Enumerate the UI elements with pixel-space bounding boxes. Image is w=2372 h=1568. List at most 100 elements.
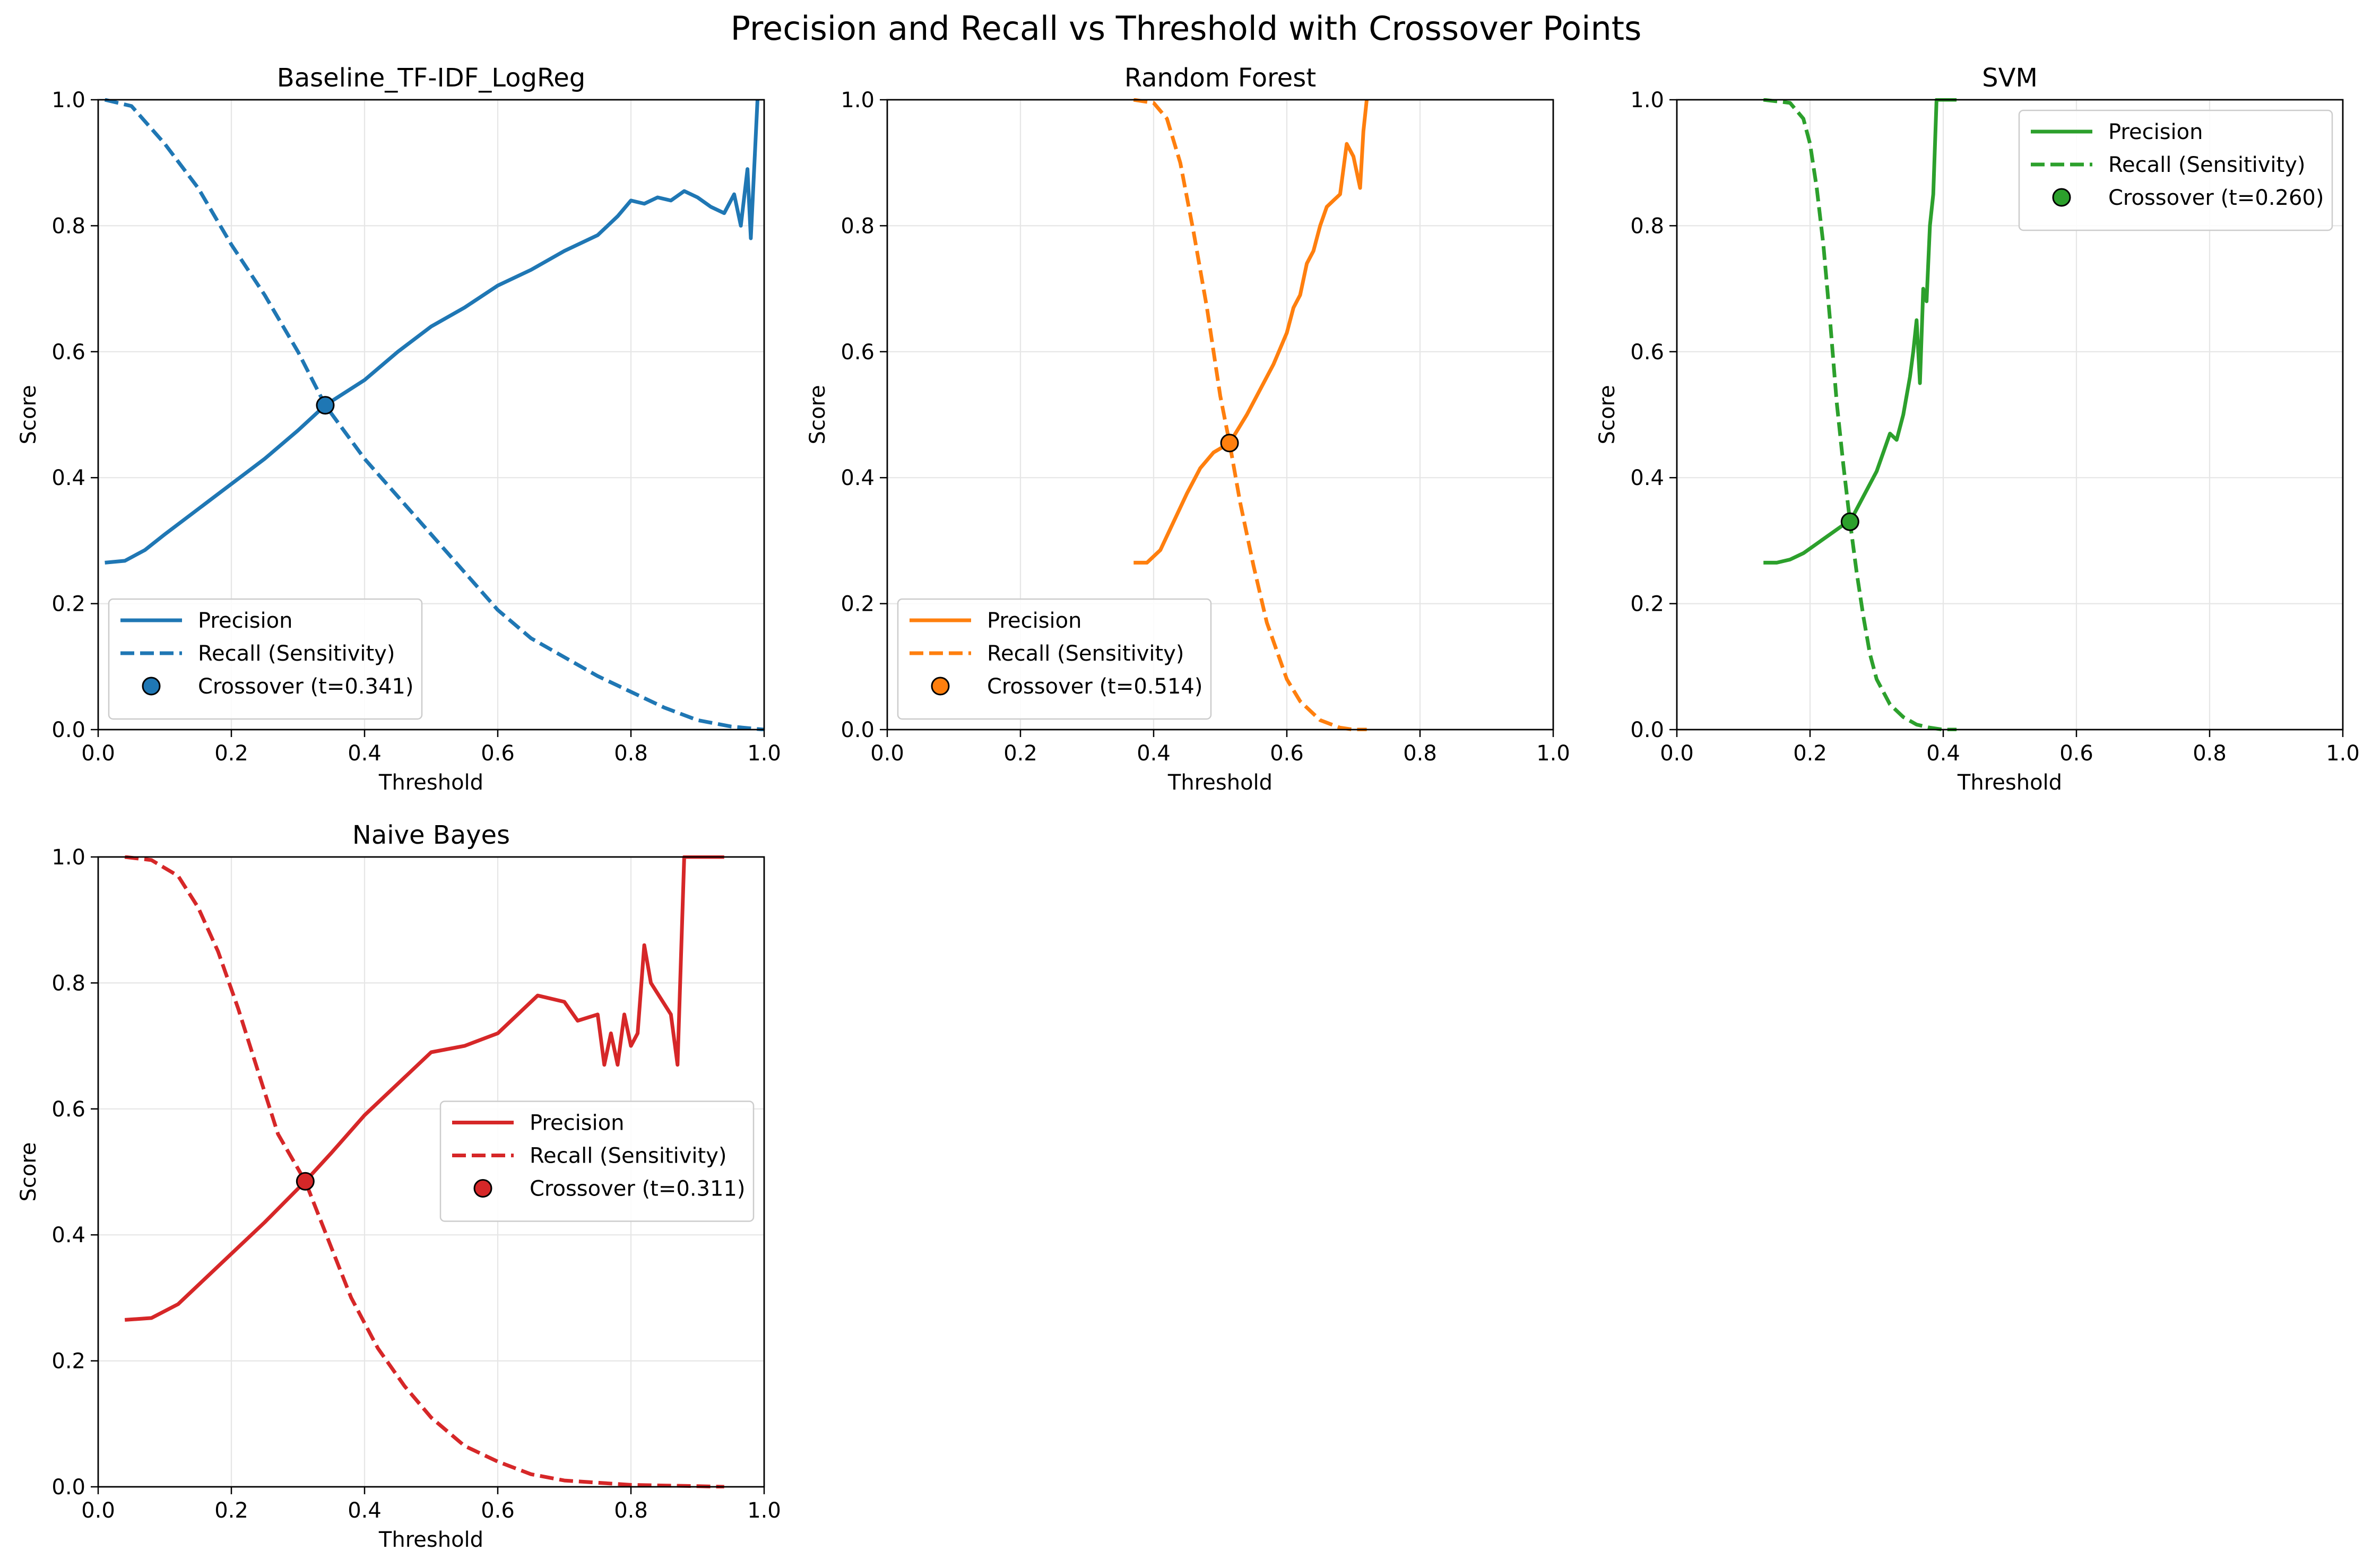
x-tick-label: 0.0 (870, 741, 904, 766)
legend: Precision Recall (Sensitivity) Crossover (… (2018, 109, 2333, 231)
legend: Precision Recall (Sensitivity) Crossover (… (108, 598, 423, 720)
x-tick-label: 0.8 (614, 741, 648, 766)
x-tick-label: 1.0 (747, 1498, 781, 1523)
x-tick-label: 0.6 (1270, 741, 1304, 766)
y-tick-label: 0.2 (51, 1349, 85, 1374)
y-tick-label: 0.0 (51, 1475, 85, 1500)
legend: Precision Recall (Sensitivity) Crossover (… (897, 598, 1212, 720)
recall-legend-label: Recall (Sensitivity) (2108, 153, 2306, 177)
precision-line (1133, 99, 1369, 565)
crossover-legend-marker (2052, 188, 2071, 207)
series-group (1763, 98, 1957, 731)
y-tick-label: 0.2 (841, 592, 875, 617)
precision-legend-label: Precision (987, 609, 1081, 633)
x-tick-label: 0.8 (1403, 741, 1437, 766)
x-tick-label: 0.4 (1137, 741, 1171, 766)
y-tick-label: 1.0 (51, 88, 85, 112)
x-tick-label: 0.6 (481, 1498, 515, 1523)
y-tick-label: 0.0 (51, 718, 85, 742)
series-group (104, 98, 764, 731)
y-axis-label: Score (16, 385, 41, 444)
recall-line (104, 98, 764, 731)
recall-legend-label: Recall (Sensitivity) (530, 1144, 727, 1168)
y-tick-label: 0.6 (51, 1097, 85, 1122)
crossover-point (296, 1172, 315, 1191)
y-tick-label: 0.6 (51, 340, 85, 365)
recall-line (1133, 98, 1367, 731)
subplot-4: 0.0 0.2 0.4 0.6 0.8 1.0 0.0 0.2 0.4 0.6 0.8 1.0 Naiv… (16, 820, 781, 1552)
y-tick-label: 0.2 (1630, 592, 1664, 617)
y-tick-label: 0.8 (51, 971, 85, 995)
y-tick-label: 0.0 (841, 718, 875, 742)
y-tick-label: 0.6 (841, 340, 875, 365)
crossover-legend-label: Crossover (t=0.514) (987, 674, 1202, 699)
x-tick-label: 0.2 (214, 1498, 248, 1523)
figure-title: Precision and Recall vs Threshold with C… (731, 9, 1642, 48)
x-axis-label: Threshold (378, 1528, 483, 1552)
x-tick-label: 0.0 (1660, 741, 1694, 766)
x-tick-label: 1.0 (2326, 741, 2360, 766)
y-tick-label: 1.0 (51, 845, 85, 870)
y-axis-label: Score (16, 1142, 41, 1201)
legend-frame (439, 1101, 755, 1222)
subplot-2: 0.0 0.2 0.4 0.6 0.8 1.0 0.0 0.2 0.4 0.6 0.8 1.0 Rand… (806, 63, 1570, 795)
x-tick-label: 0.2 (1003, 741, 1037, 766)
y-tick-label: 1.0 (1630, 88, 1664, 112)
subplot-title: SVM (1982, 63, 2038, 93)
y-axis-label: Score (1595, 385, 1620, 444)
x-tick-label: 0.2 (1793, 741, 1827, 766)
recall-line (1763, 98, 1957, 731)
precision-line (1763, 98, 1957, 565)
y-tick-label: 0.4 (51, 1223, 85, 1248)
precision-legend-label: Precision (2108, 120, 2203, 144)
crossover-point (1840, 512, 1859, 531)
x-tick-label: 1.0 (747, 741, 781, 766)
crossover-legend-marker (931, 677, 950, 696)
crossover-legend-label: Crossover (t=0.341) (198, 674, 413, 699)
crossover-legend-marker (473, 1179, 492, 1198)
x-tick-label: 0.8 (2193, 741, 2227, 766)
subplot-title: Baseline_TF-IDF_LogReg (277, 63, 585, 93)
legend-frame (108, 598, 423, 720)
axes-frame (886, 99, 1554, 731)
crossover-legend-label: Crossover (t=0.311) (530, 1177, 745, 1201)
y-tick-label: 0.4 (51, 466, 85, 490)
legend-frame (897, 598, 1212, 720)
x-tick-label: 0.0 (81, 1498, 115, 1523)
crossover-point (316, 396, 335, 415)
precision-legend-label: Precision (530, 1111, 624, 1136)
subplot-3: 0.0 0.2 0.4 0.6 0.8 1.0 0.0 0.2 0.4 0.6 0.8 1.0 SVM T… (1595, 63, 2360, 795)
x-tick-label: 0.0 (81, 741, 115, 766)
legend-frame (2018, 109, 2333, 231)
subplot-1: 0.0 0.2 0.4 0.6 0.8 1.0 0.0 0.2 0.4 0.6 0.8 1.0 Base… (16, 63, 781, 795)
recall-legend-label: Recall (Sensitivity) (198, 642, 395, 666)
x-tick-label: 0.6 (481, 741, 515, 766)
y-tick-label: 1.0 (841, 88, 875, 112)
y-tick-label: 0.6 (1630, 340, 1664, 365)
precision-legend-label: Precision (198, 609, 292, 633)
subplot-title: Naive Bayes (352, 820, 510, 850)
recall-legend-label: Recall (Sensitivity) (987, 642, 1184, 666)
x-axis-label: Threshold (378, 770, 483, 795)
recall-line (124, 855, 724, 1488)
subplot-grid: 0.0 0.2 0.4 0.6 0.8 1.0 0.0 0.2 0.4 0.6 0.8 1.0 Base… (16, 63, 2360, 1552)
precision-line (105, 99, 759, 565)
x-tick-label: 0.4 (1926, 741, 1960, 766)
y-axis-label: Score (806, 385, 830, 444)
y-tick-label: 0.0 (1630, 718, 1664, 742)
x-tick-label: 1.0 (1536, 741, 1570, 766)
x-tick-label: 0.4 (348, 741, 382, 766)
axes-frame (97, 99, 765, 731)
precision-line (124, 855, 724, 1322)
x-axis-label: Threshold (1957, 770, 2062, 795)
y-tick-label: 0.4 (1630, 466, 1664, 490)
y-tick-label: 0.8 (1630, 214, 1664, 238)
y-tick-label: 0.4 (841, 466, 875, 490)
x-axis-label: Threshold (1167, 770, 1272, 795)
y-tick-label: 0.2 (51, 592, 85, 617)
series-group (124, 855, 724, 1488)
crossover-legend-marker (142, 677, 161, 696)
axes-frame (1676, 99, 2344, 731)
